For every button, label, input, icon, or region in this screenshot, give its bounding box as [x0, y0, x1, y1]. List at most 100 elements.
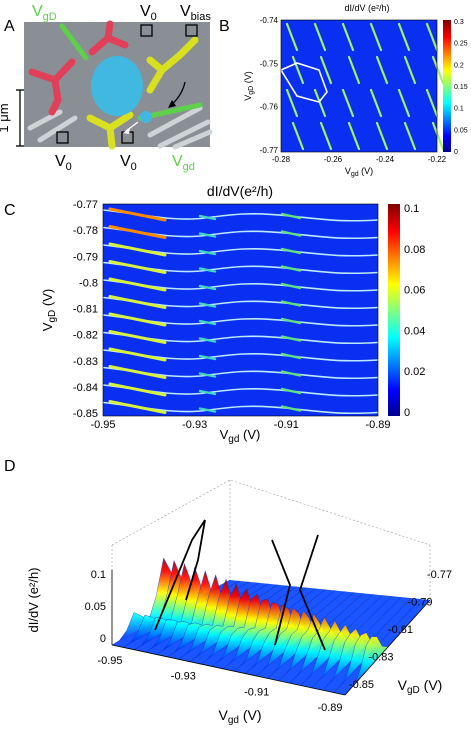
panel-c-ytick: -0.82 — [73, 330, 98, 342]
panel-c-mid-segment — [198, 354, 217, 361]
panel-b-transition-line — [425, 88, 439, 118]
panel-d-xticks: -0.95 -0.93 -0.91 -0.89 — [97, 655, 342, 714]
label-v0-mid: V0 — [120, 153, 137, 173]
panel-c-bright-segment — [108, 277, 167, 292]
panel-d-ytick: -0.81 — [388, 624, 413, 636]
panel-d-ytick: -0.79 — [407, 597, 432, 609]
panel-b-transition-line — [397, 22, 411, 52]
panel-b-hexagon — [279, 62, 328, 103]
panel-c-colorbar-tick: 0.02 — [404, 366, 425, 378]
gray-gates — [27, 105, 213, 150]
panel-b-transition-line — [375, 121, 389, 151]
panel-b-ytick: -0.75 — [260, 59, 279, 68]
panel-b-transition-line — [313, 22, 327, 52]
quantum-dot-small — [140, 111, 152, 123]
panel-c-bright-segment — [108, 365, 167, 379]
panel-c-right-segment — [280, 387, 302, 395]
panel-c-bright-segment — [108, 330, 167, 344]
panel-c-transition-lines — [102, 207, 379, 415]
panel-a-device-image: 1 μm VgD V0 Vbias V0 V0 Vgd — [0, 3, 213, 173]
panel-c-colorbar-ticks: 0.1 0.08 0.06 0.04 0.02 0 — [404, 203, 425, 419]
panel-c-ytick: -0.81 — [73, 304, 98, 316]
panel-c-ytick: -0.8 — [79, 277, 98, 289]
panel-c-ytick: -0.85 — [73, 408, 98, 420]
panel-c-ytick: -0.83 — [73, 356, 98, 368]
panel-b-xticks: -0.28 -0.26 -0.24 -0.22 — [272, 155, 447, 164]
current-arrow-bottom-head — [123, 128, 130, 134]
panel-b-ylabel: VgD (V) — [243, 71, 255, 100]
panel-d-ytick: -0.85 — [349, 679, 374, 691]
panel-c-mid-segment — [198, 319, 217, 326]
panel-b-transition-line — [319, 55, 333, 85]
label-v0-left: V0 — [55, 153, 72, 173]
panel-c-bright-segment — [108, 260, 167, 274]
panel-c-right-segment — [280, 282, 302, 290]
panel-d: D 0 — [0, 450, 471, 730]
panel-b-transition-line — [285, 88, 299, 118]
panel-c-xtick: -0.89 — [365, 419, 390, 431]
panel-b-transition-line — [291, 55, 305, 85]
panel-d-yticks: -0.77 -0.79 -0.81 -0.83 -0.85 — [349, 569, 452, 691]
panel-c-mid-segment — [198, 249, 217, 256]
panel-d-ridge — [322, 597, 412, 691]
panel-d-zlabel: dI/dV (e²/h) — [26, 567, 41, 632]
panel-b-colorbar-tick: 0.3 — [454, 19, 464, 26]
panel-b-colorbar-tick: 0.25 — [454, 41, 468, 48]
scale-label: 1 μm — [0, 103, 11, 132]
panel-c-mid-segment — [198, 302, 217, 308]
current-arrow-right-head — [168, 100, 176, 108]
panel-b-transition-line — [341, 22, 355, 52]
panel-c-colorbar-tick: 0.08 — [404, 244, 425, 256]
panel-d-ztick: 0.1 — [91, 569, 106, 581]
panel-b-transition-line — [431, 121, 445, 151]
panel-c-ytick: -0.77 — [73, 199, 98, 211]
panel-c-right-segment — [280, 405, 302, 412]
panel-c-xtick: -0.91 — [274, 419, 299, 431]
panel-b-transition-line — [319, 121, 333, 151]
panel-d-xtick: -0.89 — [317, 702, 342, 714]
panel-c-colorbar — [388, 204, 400, 416]
panel-c-bright-segment — [108, 225, 167, 239]
panel-c-mid-segment — [198, 389, 217, 396]
quantum-dot-large — [91, 56, 143, 116]
panel-c-chart: dI/dV(e²/h) -0.77 -0.78 -0.79 -0.8 -0.81 -0.8… — [40, 183, 425, 445]
panel-d-ytick: -0.77 — [427, 569, 452, 581]
panel-c-colorbar-tick: 0 — [404, 407, 410, 419]
panel-c-mid-segment — [198, 284, 217, 291]
panel-d-x-axis — [111, 644, 346, 696]
panel-c-ytick: -0.84 — [73, 382, 98, 394]
panel-c-mid-segment — [198, 337, 217, 343]
label-v0-top: V0 — [140, 3, 157, 23]
panel-c-right-segment — [280, 247, 302, 255]
panel-b-colorbar-tick: 0.2 — [454, 62, 464, 69]
panel-b-colorbar-tick: 0.15 — [454, 84, 468, 91]
panel-b-transition-line — [347, 121, 361, 151]
panel-d-surface-ridges — [111, 557, 431, 696]
panel-c-colorbar-tick: 0.04 — [404, 325, 425, 337]
panel-d-zticks: 0.1 0.05 0 — [85, 569, 106, 645]
label-vbias: Vbias — [180, 3, 211, 23]
panel-b-transition-line — [403, 121, 417, 151]
panel-d-y-axis — [344, 599, 431, 696]
panel-a: A — [0, 0, 215, 180]
panel-b-transition-line — [285, 22, 299, 52]
panel-d-xlabel: Vgd (V) — [218, 707, 261, 726]
panel-c-bright-segment — [108, 400, 167, 414]
panel-c-right-segment — [280, 300, 302, 307]
panel-c-yticks: -0.77 -0.78 -0.79 -0.8 -0.81 -0.82 -0.83 -0.84 -… — [73, 199, 98, 420]
panel-b-transition-line — [291, 121, 305, 151]
panel-b-colorbar-title: dI/dV (e²/h) — [344, 3, 389, 13]
panel-b-xtick: -0.26 — [324, 155, 343, 164]
panel-c-mid-segment — [198, 372, 217, 378]
panel-b-colorbar — [443, 20, 451, 152]
contact-v0-left — [56, 131, 69, 144]
panel-d-guide-lines — [154, 519, 326, 651]
panel-c-ylabel: VgD (V) — [40, 289, 58, 331]
panel-c-mid-segment — [198, 232, 217, 238]
panel-b-transition-line — [431, 55, 445, 85]
panel-b-transition-line — [403, 55, 417, 85]
panel-c-bright-segment — [108, 312, 167, 327]
panel-b-transition-line — [341, 88, 355, 118]
panel-c-xtick: -0.93 — [182, 419, 207, 431]
panel-d-ytick: -0.83 — [368, 652, 393, 664]
